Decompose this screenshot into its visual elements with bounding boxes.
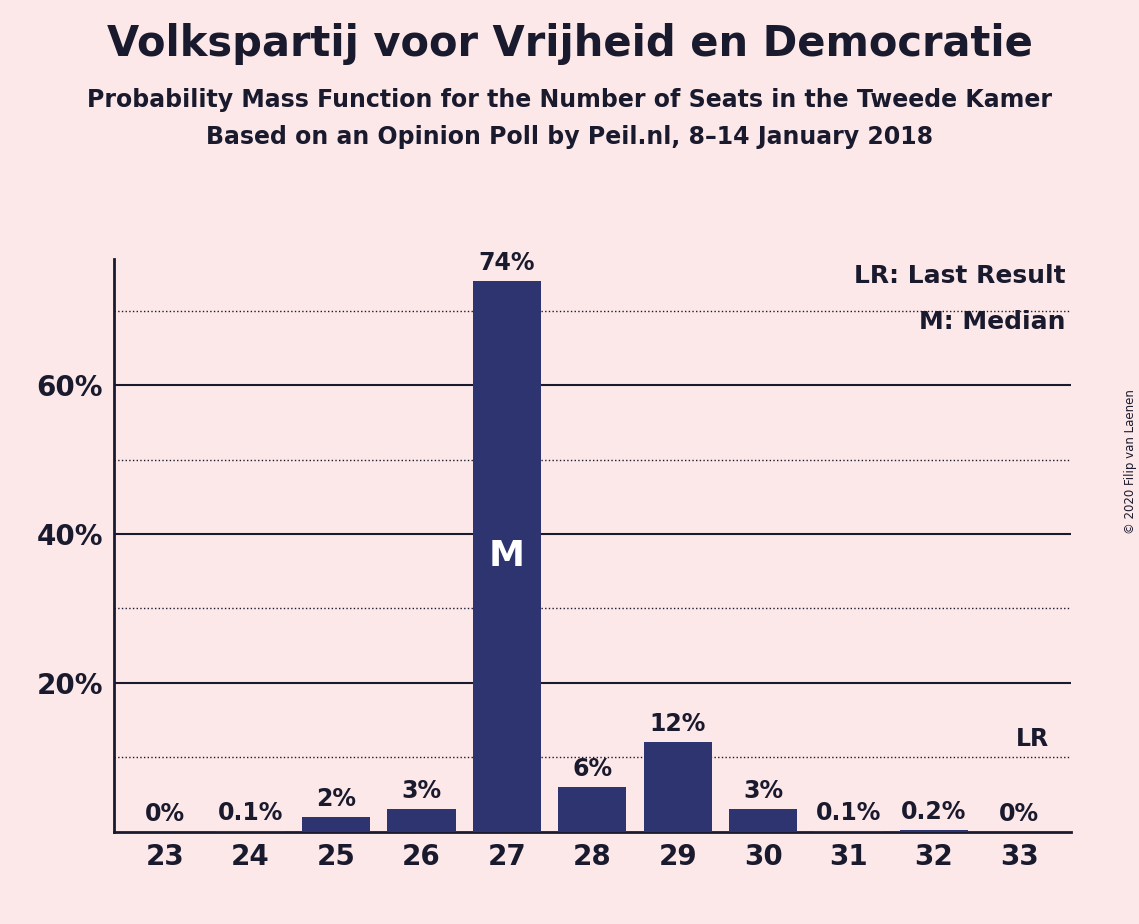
Bar: [302, 817, 370, 832]
Bar: [558, 787, 626, 832]
Text: M: M: [489, 540, 525, 573]
Text: LR: LR: [1016, 727, 1049, 751]
Text: 0.1%: 0.1%: [218, 801, 284, 825]
Text: 74%: 74%: [478, 251, 535, 275]
Bar: [644, 742, 712, 832]
Text: 3%: 3%: [401, 779, 442, 803]
Text: Based on an Opinion Poll by Peil.nl, 8–14 January 2018: Based on an Opinion Poll by Peil.nl, 8–1…: [206, 125, 933, 149]
Text: 0.1%: 0.1%: [816, 801, 882, 825]
Text: 12%: 12%: [649, 712, 706, 736]
Text: 0.2%: 0.2%: [901, 800, 967, 824]
Bar: [729, 809, 797, 832]
Text: LR: Last Result: LR: Last Result: [854, 264, 1066, 288]
Bar: [473, 281, 541, 832]
Bar: [387, 809, 456, 832]
Text: © 2020 Filip van Laenen: © 2020 Filip van Laenen: [1124, 390, 1137, 534]
Text: M: Median: M: Median: [919, 310, 1066, 334]
Bar: [900, 830, 968, 832]
Text: 3%: 3%: [743, 779, 784, 803]
Text: 0%: 0%: [145, 802, 186, 826]
Text: 6%: 6%: [572, 757, 613, 781]
Text: 2%: 2%: [316, 786, 357, 810]
Text: Volkspartij voor Vrijheid en Democratie: Volkspartij voor Vrijheid en Democratie: [107, 23, 1032, 65]
Text: 0%: 0%: [999, 802, 1040, 826]
Text: Probability Mass Function for the Number of Seats in the Tweede Kamer: Probability Mass Function for the Number…: [87, 88, 1052, 112]
